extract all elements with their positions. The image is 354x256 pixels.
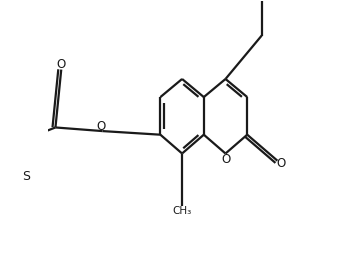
Text: O: O (57, 58, 66, 71)
Text: O: O (221, 153, 230, 166)
Text: O: O (97, 120, 106, 133)
Text: CH₃: CH₃ (172, 206, 192, 216)
Text: O: O (276, 157, 285, 170)
Text: S: S (23, 170, 30, 183)
